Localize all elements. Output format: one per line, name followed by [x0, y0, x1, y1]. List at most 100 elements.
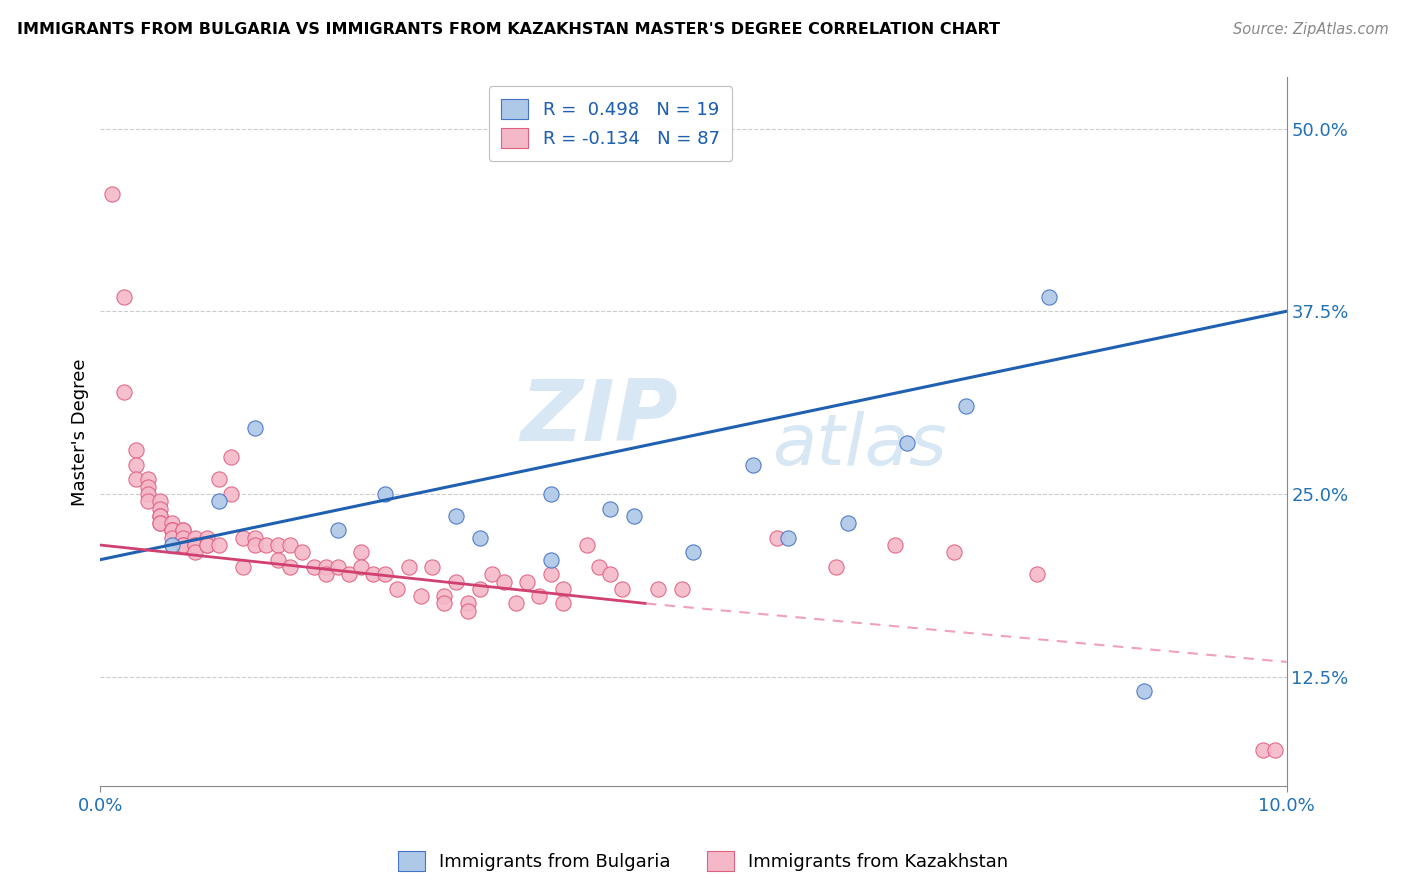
- Legend: Immigrants from Bulgaria, Immigrants from Kazakhstan: Immigrants from Bulgaria, Immigrants fro…: [391, 844, 1015, 879]
- Point: [492, 574, 515, 589]
- Point: [136, 472, 159, 486]
- Point: [1264, 742, 1286, 756]
- Point: [195, 538, 218, 552]
- Point: [516, 574, 538, 589]
- Point: [243, 421, 266, 435]
- Point: [184, 545, 207, 559]
- Point: [361, 567, 384, 582]
- Point: [136, 480, 159, 494]
- Point: [149, 501, 172, 516]
- Point: [208, 472, 231, 486]
- Point: [315, 560, 337, 574]
- Point: [599, 501, 621, 516]
- Point: [505, 597, 527, 611]
- Point: [243, 538, 266, 552]
- Point: [350, 545, 373, 559]
- Point: [457, 604, 479, 618]
- Point: [444, 508, 467, 523]
- Point: [896, 435, 918, 450]
- Text: atlas: atlas: [772, 411, 946, 481]
- Point: [540, 487, 562, 501]
- Legend: R =  0.498   N = 19, R = -0.134   N = 87: R = 0.498 N = 19, R = -0.134 N = 87: [488, 87, 733, 161]
- Point: [267, 538, 290, 552]
- Point: [955, 399, 977, 413]
- Point: [385, 582, 408, 596]
- Point: [551, 582, 574, 596]
- Y-axis label: Master's Degree: Master's Degree: [72, 358, 89, 506]
- Point: [350, 560, 373, 574]
- Point: [398, 560, 420, 574]
- Point: [267, 552, 290, 566]
- Point: [1251, 742, 1274, 756]
- Point: [612, 582, 634, 596]
- Point: [112, 384, 135, 399]
- Text: IMMIGRANTS FROM BULGARIA VS IMMIGRANTS FROM KAZAKHSTAN MASTER'S DEGREE CORRELATI: IMMIGRANTS FROM BULGARIA VS IMMIGRANTS F…: [17, 22, 1000, 37]
- Point: [172, 531, 194, 545]
- Point: [208, 494, 231, 508]
- Point: [208, 538, 231, 552]
- Point: [160, 524, 183, 538]
- Point: [623, 508, 645, 523]
- Point: [529, 589, 551, 603]
- Point: [278, 560, 301, 574]
- Point: [136, 487, 159, 501]
- Point: [1038, 290, 1060, 304]
- Point: [647, 582, 669, 596]
- Point: [160, 516, 183, 530]
- Point: [682, 545, 704, 559]
- Point: [219, 450, 242, 465]
- Point: [172, 538, 194, 552]
- Point: [243, 531, 266, 545]
- Point: [149, 508, 172, 523]
- Point: [125, 443, 148, 458]
- Point: [1026, 567, 1049, 582]
- Point: [741, 458, 763, 472]
- Point: [149, 516, 172, 530]
- Point: [232, 531, 254, 545]
- Point: [326, 560, 349, 574]
- Point: [160, 524, 183, 538]
- Point: [837, 516, 859, 530]
- Point: [232, 560, 254, 574]
- Point: [291, 545, 314, 559]
- Point: [149, 516, 172, 530]
- Point: [184, 538, 207, 552]
- Point: [195, 538, 218, 552]
- Point: [468, 531, 491, 545]
- Point: [172, 538, 194, 552]
- Point: [943, 545, 966, 559]
- Point: [1133, 684, 1156, 698]
- Point: [172, 524, 194, 538]
- Point: [551, 597, 574, 611]
- Point: [481, 567, 503, 582]
- Point: [326, 524, 349, 538]
- Point: [433, 589, 456, 603]
- Point: [778, 531, 800, 545]
- Point: [136, 494, 159, 508]
- Point: [184, 531, 207, 545]
- Point: [125, 472, 148, 486]
- Point: [575, 538, 598, 552]
- Point: [160, 538, 183, 552]
- Point: [315, 567, 337, 582]
- Point: [302, 560, 325, 574]
- Point: [422, 560, 444, 574]
- Point: [671, 582, 693, 596]
- Point: [540, 552, 562, 566]
- Point: [254, 538, 277, 552]
- Point: [339, 567, 361, 582]
- Text: Source: ZipAtlas.com: Source: ZipAtlas.com: [1233, 22, 1389, 37]
- Point: [160, 531, 183, 545]
- Point: [219, 487, 242, 501]
- Point: [278, 538, 301, 552]
- Point: [433, 597, 456, 611]
- Point: [184, 538, 207, 552]
- Point: [125, 458, 148, 472]
- Point: [374, 567, 396, 582]
- Point: [195, 531, 218, 545]
- Point: [149, 494, 172, 508]
- Point: [374, 487, 396, 501]
- Point: [444, 574, 467, 589]
- Point: [160, 524, 183, 538]
- Point: [101, 187, 124, 202]
